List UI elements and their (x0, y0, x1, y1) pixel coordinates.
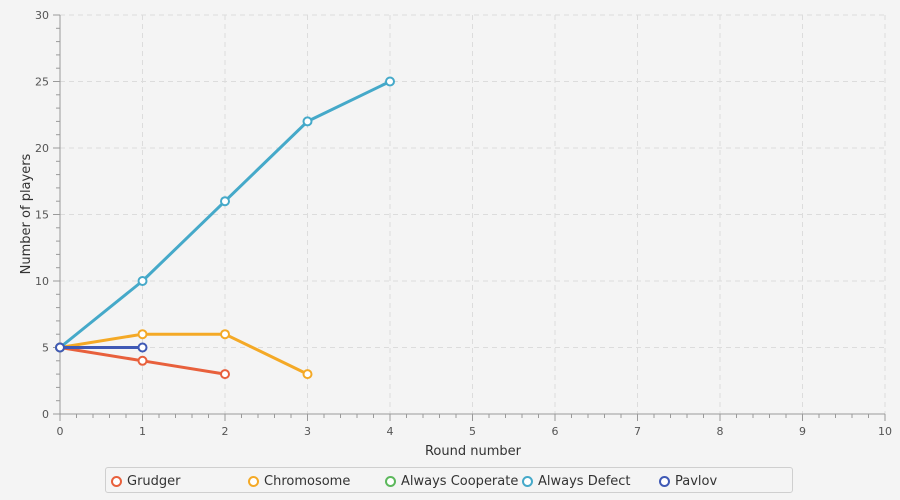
legend-label-pavlov: Pavlov (675, 473, 718, 489)
x-axis-title: Round number (425, 444, 522, 459)
data-point-always-defect[interactable] (385, 76, 395, 87)
x-tick-label: 6 (552, 425, 559, 438)
legend-label-always-defect: Always Defect (538, 473, 631, 489)
x-tick-label: 10 (878, 425, 892, 438)
data-point-chromosome[interactable] (220, 329, 230, 340)
legend-item-grudger[interactable]: Grudger (111, 468, 181, 494)
legend-marker-always-cooperate (385, 475, 396, 487)
x-tick-label: 5 (469, 425, 476, 438)
y-tick-label: 30 (35, 9, 49, 22)
legend-marker-grudger (111, 475, 122, 487)
axes: 0 1 2 3 4 5 6 7 8 9 10 0 5 10 15 20 25 30 (35, 9, 892, 438)
y-tick-label: 20 (35, 142, 49, 155)
data-point-chromosome[interactable] (137, 329, 148, 340)
y-tick-label: 15 (35, 209, 49, 222)
x-tick-label: 9 (799, 425, 806, 438)
legend-label-always-cooperate: Always Cooperate (401, 473, 519, 489)
data-point-pavlov[interactable] (55, 342, 65, 353)
x-tick-label: 8 (717, 425, 724, 438)
x-tick-label: 2 (222, 425, 229, 438)
y-tick-label: 5 (42, 342, 49, 355)
data-point-always-defect[interactable] (220, 196, 230, 207)
x-tick-label: 4 (387, 425, 394, 438)
legend-marker-pavlov (659, 475, 670, 487)
y-tick-label: 10 (35, 275, 49, 288)
chart-plot-area: 0 1 2 3 4 5 6 7 8 9 10 0 5 10 15 20 25 30 Round number Nu… (19, 9, 892, 459)
legend-item-chromosome[interactable]: Chromosome (248, 468, 350, 494)
legend-label-grudger: Grudger (127, 473, 181, 489)
legend-marker-always-defect (522, 475, 533, 487)
series-lines (55, 76, 395, 380)
x-tick-label: 7 (634, 425, 641, 438)
grid-lines (60, 14, 886, 414)
data-point-grudger[interactable] (220, 369, 230, 380)
legend-item-pavlov[interactable]: Pavlov (659, 468, 717, 494)
y-tick-label: 25 (35, 76, 49, 89)
data-point-always-defect[interactable] (137, 276, 148, 286)
legend-item-always-defect[interactable]: Always Defect (522, 468, 631, 494)
y-axis-title: Number of players (19, 153, 34, 274)
data-point-always-defect[interactable] (302, 116, 313, 127)
data-point-chromosome[interactable] (302, 369, 313, 380)
chart-legend: Grudger Chromosome Always Cooperate Alwa… (105, 467, 793, 493)
legend-label-chromosome: Chromosome (264, 473, 351, 489)
x-tick-label: 1 (139, 425, 146, 438)
legend-marker-chromosome (248, 475, 259, 487)
series-line-chromosome (58, 332, 309, 376)
series-pavlov (55, 342, 148, 353)
data-point-pavlov[interactable] (137, 342, 148, 353)
legend-item-always-cooperate[interactable]: Always Cooperate (385, 468, 518, 494)
y-tick-label: 0 (42, 408, 49, 421)
x-tick-label: 0 (57, 425, 64, 438)
x-tick-label: 3 (304, 425, 311, 438)
data-point-grudger[interactable] (137, 355, 148, 366)
